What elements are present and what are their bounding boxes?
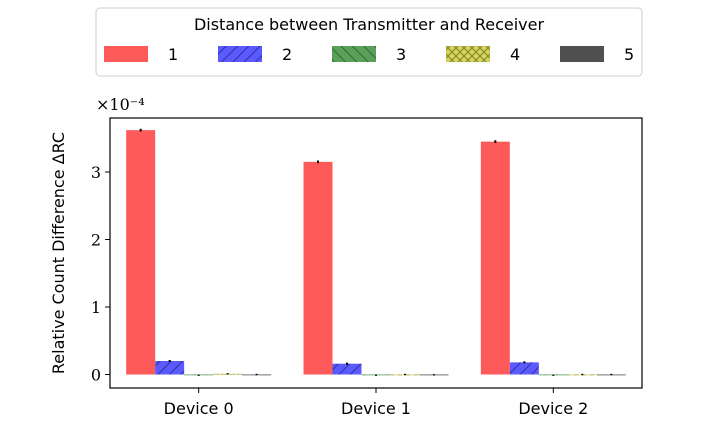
y-axis-multiplier: ×10⁻⁴	[96, 95, 145, 114]
bar-series-1-device-2	[480, 141, 510, 375]
legend-label-3: 3	[396, 45, 406, 64]
legend-label-1: 1	[168, 45, 178, 64]
y-tick-label: 2	[91, 231, 101, 250]
legend-swatch-1	[104, 46, 148, 62]
legend-title: Distance between Transmitter and Receive…	[194, 15, 545, 34]
legend-items: 1 2 3 4 5	[104, 45, 634, 64]
bar-series-1-device-0	[126, 130, 156, 375]
legend: Distance between Transmitter and Receive…	[95, 7, 643, 77]
y-axis: 0 1 2 3	[91, 163, 110, 385]
bar-series-2-device-0	[155, 361, 185, 375]
bars	[126, 130, 626, 376]
legend-swatch-2	[218, 46, 262, 62]
bar-series-2-device-2	[509, 362, 539, 375]
legend-swatch-5	[560, 46, 604, 62]
x-axis: Device 0 Device 1 Device 2	[164, 388, 588, 418]
error-bars	[139, 128, 613, 376]
legend-swatch-3	[332, 46, 376, 62]
legend-swatch-4	[446, 46, 490, 62]
bar-series-1-device-1	[303, 161, 333, 375]
y-tick-label: 3	[91, 163, 101, 182]
y-axis-label: Relative Count Difference ΔRC	[49, 132, 68, 374]
y-tick-label: 1	[91, 298, 101, 317]
legend-label-2: 2	[282, 45, 292, 64]
plot-area: 0 1 2 3 Device 0 Device 1 Device 2	[91, 117, 643, 418]
x-tick-label: Device 0	[164, 399, 234, 418]
y-tick-label: 0	[91, 366, 101, 385]
legend-label-4: 4	[510, 45, 520, 64]
bar-series-2-device-1	[332, 363, 362, 375]
axes-frame	[109, 117, 643, 389]
x-tick-label: Device 1	[341, 399, 411, 418]
x-tick-label: Device 2	[518, 399, 588, 418]
legend-label-5: 5	[624, 45, 634, 64]
